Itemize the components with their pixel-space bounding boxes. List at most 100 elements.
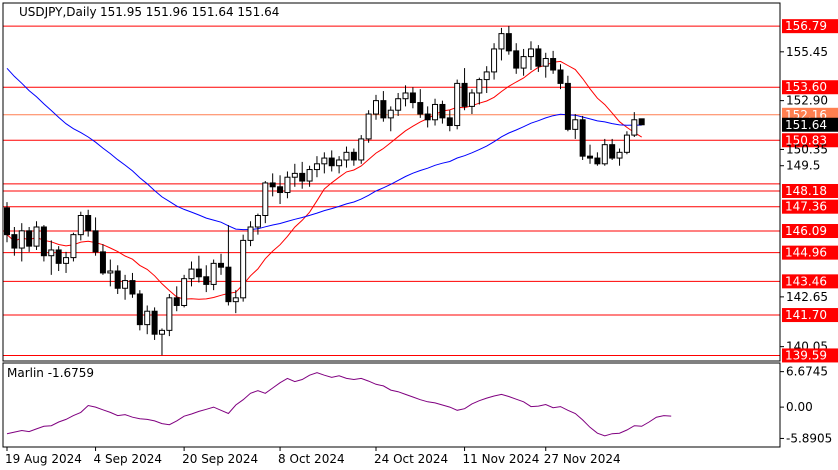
candle: [92, 217, 99, 256]
candle-body: [18, 230, 25, 249]
candle: [218, 253, 225, 275]
price-label-bg: [782, 308, 838, 323]
candle: [188, 261, 195, 287]
candle-body: [144, 310, 151, 326]
price-tick-label: 153.60: [785, 80, 827, 94]
candle-body: [535, 48, 542, 67]
candle-body: [99, 251, 106, 274]
chart-header-symbol: USDJPY,Daily: [19, 5, 97, 19]
candle: [77, 211, 84, 241]
candle: [26, 226, 33, 252]
candle: [70, 232, 77, 262]
candle-body: [380, 100, 387, 119]
candle: [402, 85, 409, 107]
price-tick-label: 147.36: [785, 200, 827, 214]
candle-body: [476, 79, 483, 94]
candle-body: [195, 268, 202, 278]
price-label-bg: [782, 348, 838, 363]
candle-body: [114, 270, 121, 289]
candle: [616, 148, 623, 166]
marlin-line: [6, 372, 672, 437]
candle: [33, 221, 40, 250]
price-tick-label: 139.59: [785, 348, 827, 362]
candle-body: [232, 297, 239, 303]
candle-body: [240, 239, 247, 299]
date-tick-label: 20 Sep 2024: [182, 452, 258, 466]
candle: [527, 41, 534, 71]
candle: [350, 148, 357, 166]
marlin-tick-label: -5.8905: [786, 431, 832, 445]
candle: [328, 150, 335, 172]
candle-body: [631, 119, 638, 136]
candle-body: [299, 172, 306, 182]
candle-body: [609, 144, 616, 159]
candle: [358, 135, 365, 164]
candle-body: [439, 103, 446, 119]
candle: [269, 173, 276, 197]
price-tick-label: 148.18: [785, 184, 827, 198]
candle-body: [321, 157, 328, 165]
candle-body: [550, 58, 557, 71]
candle: [225, 225, 232, 306]
candle: [254, 213, 261, 235]
price-label-bg: [782, 19, 838, 34]
price-pane-frame: [2, 2, 781, 362]
candle: [240, 234, 247, 302]
candle-body: [33, 226, 40, 247]
candle-body: [188, 268, 195, 280]
date-tick-label: 4 Sep 2024: [94, 452, 162, 466]
candle: [601, 138, 608, 166]
candle: [63, 251, 70, 273]
candle-body: [92, 230, 99, 253]
candle: [122, 274, 129, 300]
candle: [4, 202, 10, 243]
candle-body: [343, 151, 350, 161]
date-tick-label: 19 Aug 2024: [5, 452, 82, 466]
candle: [564, 75, 571, 132]
price-tick-label: 142.65: [786, 290, 828, 304]
candle: [395, 92, 402, 116]
candle-body: [254, 215, 261, 228]
candle-body: [306, 169, 313, 182]
candle: [55, 246, 62, 272]
price-label-bg: [782, 274, 838, 289]
candle: [432, 98, 439, 126]
candle: [373, 94, 379, 120]
price-label-bg: [782, 199, 838, 214]
marlin-tick-label: 0.00: [786, 400, 813, 414]
price-label-bg: [782, 117, 838, 132]
chart-header-ohlc: 151.95 151.96 151.64 151.64: [100, 5, 279, 19]
candle: [550, 50, 557, 74]
candle: [129, 272, 136, 298]
price-tick-label: 149.5: [786, 159, 820, 173]
candle: [262, 181, 269, 224]
marlin-pane: [6, 372, 672, 437]
candle-body: [48, 249, 55, 257]
candle-body: [63, 257, 70, 264]
candle: [587, 144, 594, 164]
candle-body: [40, 226, 47, 257]
candle: [491, 43, 498, 80]
candle-body: [151, 310, 158, 335]
candle-body: [432, 103, 439, 121]
price-tick-label: 141.70: [785, 308, 827, 322]
candle: [277, 175, 284, 205]
candle: [387, 106, 394, 132]
candle-body: [461, 82, 468, 107]
price-tick-label: 146.09: [785, 224, 827, 238]
candle-body: [387, 109, 394, 119]
candle-body: [446, 117, 453, 127]
price-tick-label: 151.64: [785, 118, 827, 132]
candle-body: [513, 50, 520, 69]
price-tick-label: 156.79: [785, 19, 827, 33]
candle: [476, 77, 483, 105]
ma-fast-line: [6, 60, 642, 300]
candle: [306, 165, 313, 187]
candle-body: [373, 100, 379, 115]
price-pane: [3, 25, 780, 356]
candle: [498, 27, 505, 61]
candle: [380, 91, 387, 122]
candle: [454, 79, 461, 130]
